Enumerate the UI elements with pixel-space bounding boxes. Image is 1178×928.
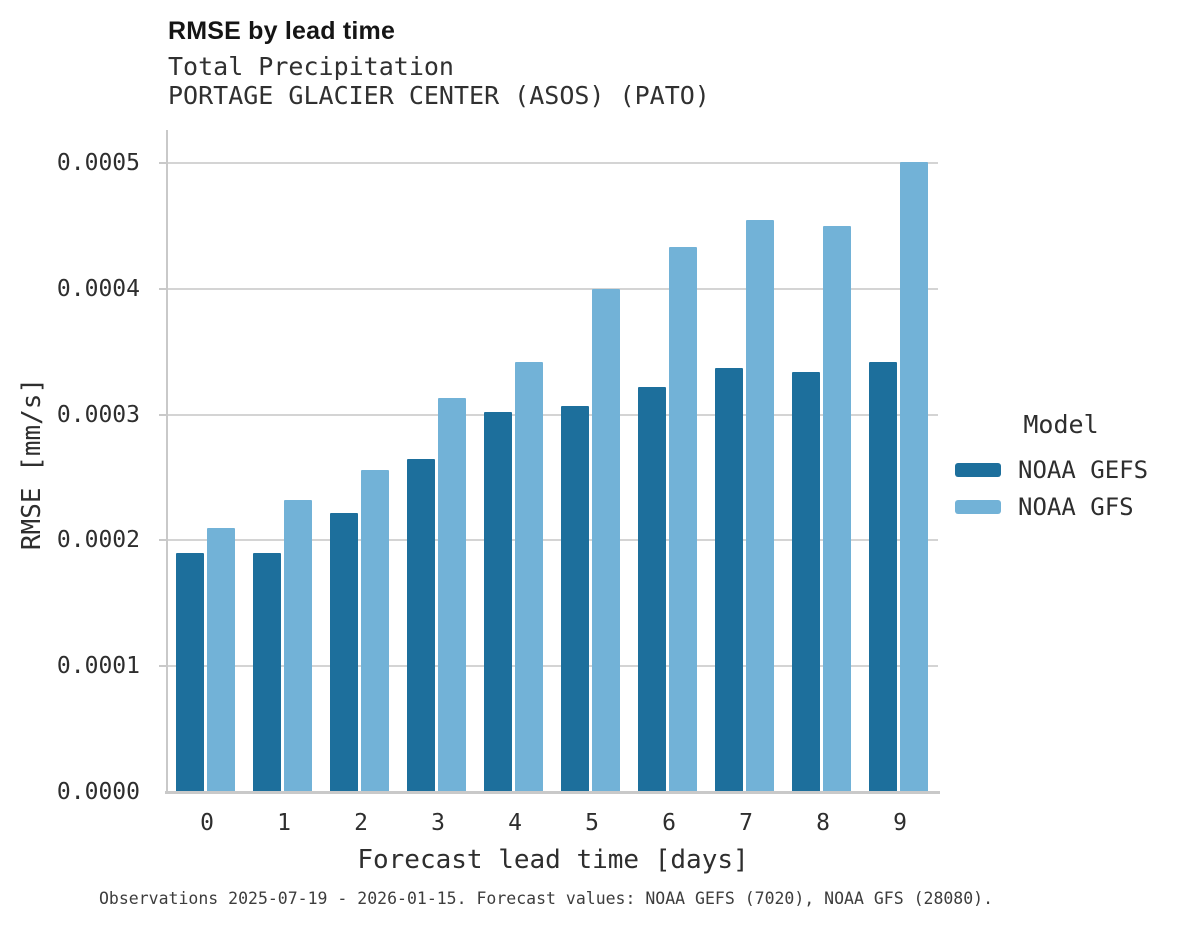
- legend-swatch-noaa-gefs-icon: [955, 462, 1001, 477]
- y-tick-mark: [159, 413, 167, 416]
- bar-noaa-gfs-lead-8: [823, 225, 851, 792]
- gridline: [168, 287, 938, 290]
- y-axis-line: [166, 130, 168, 794]
- gridline: [168, 539, 938, 542]
- y-tick-mark: [159, 665, 167, 668]
- x-tick-label: 5: [585, 810, 599, 836]
- x-tick-label: 7: [739, 810, 753, 836]
- bar-noaa-gefs-lead-2: [330, 512, 358, 792]
- gridline: [168, 413, 938, 416]
- bar-noaa-gefs-lead-7: [715, 368, 743, 792]
- legend-label: NOAA GEFS: [1018, 455, 1149, 484]
- y-tick-label: 0.0003: [56, 401, 140, 428]
- y-tick-label: 0.0002: [56, 527, 140, 554]
- legend-title: Model: [1023, 410, 1099, 439]
- legend-row-noaa-gfs: NOAA GFS: [955, 488, 1167, 525]
- gridline: [168, 162, 938, 164]
- caption: Observations 2025-07-19 - 2026-01-15. Fo…: [99, 889, 994, 908]
- y-tick-label: 0.0001: [56, 653, 140, 680]
- bar-noaa-gfs-lead-0: [207, 527, 235, 792]
- bar-noaa-gfs-lead-9: [900, 161, 928, 792]
- bar-noaa-gefs-lead-4: [484, 412, 512, 792]
- x-tick-label: 0: [200, 810, 214, 836]
- chart-station: PORTAGE GLACIER CENTER (ASOS) (PATO): [168, 81, 710, 110]
- x-axis-title: Forecast lead time [days]: [357, 845, 749, 875]
- bar-noaa-gfs-lead-3: [438, 398, 466, 792]
- bar-noaa-gfs-lead-4: [515, 361, 543, 792]
- bar-noaa-gefs-lead-9: [869, 361, 897, 792]
- bar-noaa-gfs-lead-2: [361, 469, 389, 792]
- bar-noaa-gfs-lead-1: [284, 500, 312, 792]
- legend-row-noaa-gefs: NOAA GEFS: [955, 451, 1167, 488]
- legend: Model NOAA GEFS NOAA GFS: [955, 410, 1167, 525]
- y-tick-mark: [159, 162, 167, 164]
- bar-noaa-gfs-lead-7: [746, 219, 774, 792]
- bar-noaa-gfs-lead-6: [669, 247, 697, 792]
- y-tick-mark: [159, 287, 167, 290]
- chart-subtitle: Total Precipitation: [168, 52, 454, 81]
- bar-noaa-gefs-lead-3: [407, 458, 435, 792]
- bar-noaa-gefs-lead-5: [561, 405, 589, 792]
- bar-noaa-gefs-lead-8: [792, 371, 820, 792]
- x-tick-label: 9: [893, 810, 907, 836]
- bar-noaa-gefs-lead-6: [638, 386, 666, 792]
- x-tick-label: 6: [662, 810, 676, 836]
- gridline: [168, 665, 938, 668]
- x-tick-label: 1: [277, 810, 291, 836]
- x-axis-line: [165, 791, 940, 794]
- x-tick-label: 4: [508, 810, 522, 836]
- y-tick-label: 0.0005: [56, 150, 140, 176]
- x-tick-label: 2: [354, 810, 368, 836]
- bar-noaa-gfs-lead-5: [592, 288, 620, 792]
- x-tick-label: 8: [816, 810, 830, 836]
- y-axis-title: RMSE [mm/s]: [17, 377, 47, 551]
- y-tick-label: 0.0000: [56, 779, 140, 805]
- legend-swatch-noaa-gfs-icon: [955, 499, 1001, 514]
- x-tick-label: 3: [431, 810, 445, 836]
- bar-noaa-gefs-lead-1: [253, 552, 281, 792]
- bar-noaa-gefs-lead-0: [176, 552, 204, 792]
- y-tick-label: 0.0004: [56, 275, 140, 302]
- legend-label: NOAA GFS: [1018, 492, 1134, 521]
- chart-title: RMSE by lead time: [168, 17, 396, 45]
- y-tick-mark: [159, 539, 167, 542]
